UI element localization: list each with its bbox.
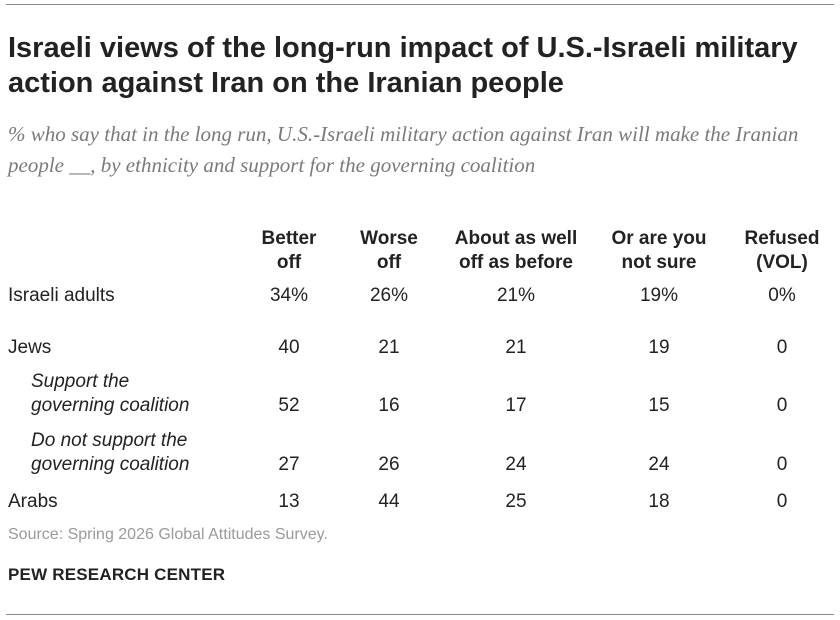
table-cell: 19%: [639, 285, 679, 306]
column-header-not-sure: Or are you not sure: [611, 228, 707, 273]
table-cell: 27: [278, 454, 300, 475]
column-header-better-off: Better off: [261, 228, 317, 273]
table-cell: 25: [505, 491, 527, 512]
table-cell: 0: [776, 395, 788, 416]
table-cell: 0: [776, 337, 788, 358]
table-cell: 24: [505, 454, 527, 475]
table-cell: 34%: [269, 285, 309, 306]
table-cell: 24: [648, 454, 670, 475]
table-cell: 40: [278, 337, 300, 358]
publisher-credit: PEW RESEARCH CENTER: [8, 565, 226, 584]
column-header-worse-off: Worse off: [360, 228, 418, 273]
row-label: Israeli adults: [8, 285, 115, 306]
chart-subtitle: % who say that in the long run, U.S.-Isr…: [8, 122, 799, 177]
table-cell: 0: [776, 454, 788, 475]
source-note: Source: Spring 2026 Global Attitudes Sur…: [8, 526, 328, 543]
bottom-rule: [6, 614, 834, 615]
top-rule: [6, 4, 834, 5]
column-header-about-as-well: About as well off as before: [454, 228, 578, 273]
table-cell: 15: [648, 395, 670, 416]
table-cell: 52: [278, 395, 300, 416]
table-cell: 21%: [496, 285, 536, 306]
table-cell: 21: [378, 337, 400, 358]
row-label: Do not support the governing coalition: [31, 430, 190, 475]
table-cell: 16: [378, 395, 400, 416]
table-cell: 44: [378, 491, 400, 512]
column-header-refused: Refused (VOL): [744, 228, 820, 273]
row-label: Support the governing coalition: [31, 371, 190, 416]
table-cell: 17: [505, 395, 527, 416]
chart-title: Israeli views of the long-run impact of …: [8, 32, 798, 99]
table-cell: 0%: [768, 285, 796, 306]
row-label: Jews: [8, 337, 52, 358]
table-cell: 0: [776, 491, 788, 512]
table-cell: 19: [648, 337, 670, 358]
table-cell: 18: [648, 491, 670, 512]
table-cell: 26: [378, 454, 400, 475]
row-label: Arabs: [8, 491, 58, 512]
table-cell: 21: [505, 337, 527, 358]
table-cell: 13: [278, 491, 300, 512]
table-cell: 26%: [369, 285, 409, 306]
